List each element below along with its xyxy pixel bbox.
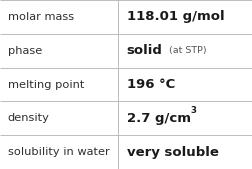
Text: phase: phase [8, 46, 42, 56]
Text: 2.7 g/cm: 2.7 g/cm [127, 112, 191, 125]
Text: 118.01 g/mol: 118.01 g/mol [127, 10, 224, 23]
Text: 3: 3 [191, 106, 197, 115]
Text: solubility in water: solubility in water [8, 147, 109, 157]
Text: density: density [8, 113, 49, 123]
Text: melting point: melting point [8, 79, 84, 90]
Text: (at STP): (at STP) [166, 46, 207, 55]
Text: solid: solid [127, 44, 163, 57]
Text: very soluble: very soluble [127, 146, 219, 159]
Text: molar mass: molar mass [8, 12, 74, 22]
Text: 196 °C: 196 °C [127, 78, 175, 91]
